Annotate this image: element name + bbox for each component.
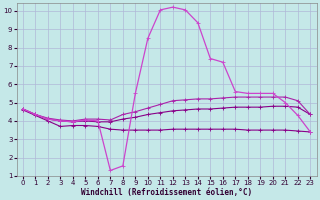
X-axis label: Windchill (Refroidissement éolien,°C): Windchill (Refroidissement éolien,°C) — [81, 188, 252, 197]
